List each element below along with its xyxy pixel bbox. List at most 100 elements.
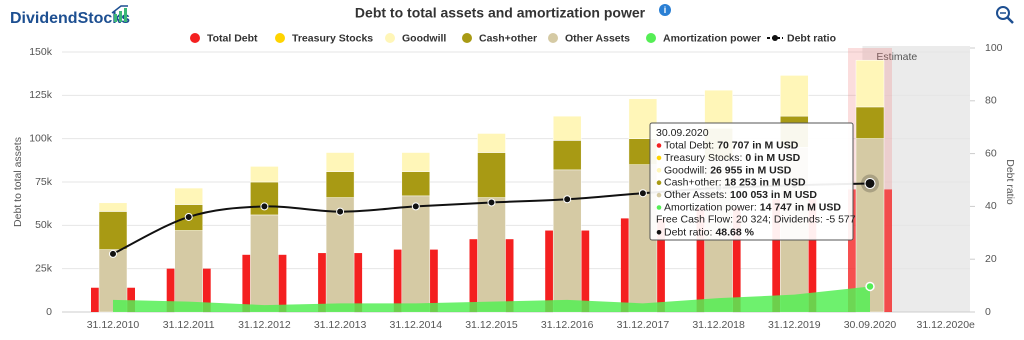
y2-tick-label: 60 [985, 147, 997, 159]
y2-tick-label: 20 [985, 253, 997, 265]
tooltip-value: 18 253 in M USD [725, 176, 807, 188]
asset-segment [174, 187, 203, 205]
legend-marker [275, 33, 285, 43]
x-tick-label: 31.12.2020e [916, 319, 975, 331]
tooltip-label: Goodwill: [664, 164, 707, 176]
debt-ratio-marker [563, 195, 572, 204]
tooltip-line: Total Debt: 70 707 in M USD [664, 139, 799, 151]
tooltip-line: Debt ratio: 48.68 % [664, 226, 755, 238]
tooltip-bullet [656, 192, 662, 198]
tooltip-label: Amortization power: [664, 201, 757, 213]
debt-ratio-marker [184, 212, 193, 221]
tooltip-line: Amortization power: 14 747 in M USD [664, 201, 841, 213]
legend-marker [462, 33, 472, 43]
estimate-label: Estimate [876, 51, 917, 63]
legend-label[interactable]: Cash+other [479, 32, 537, 44]
legend-marker [548, 33, 558, 43]
x-tick-label: 31.12.2010 [87, 319, 140, 331]
tooltip-value: 70 707 in M USD [717, 139, 799, 151]
tooltip-value: 100 053 in M USD [730, 189, 817, 201]
debt-ratio-marker [336, 207, 345, 216]
asset-segment [401, 171, 431, 197]
x-tick-label: 30.09.2020 [844, 319, 897, 331]
asset-segment [325, 152, 355, 172]
tooltip-label: Cash+other: [664, 176, 722, 188]
x-tick-label: 31.12.2014 [390, 319, 443, 331]
amortization-marker [865, 281, 875, 292]
tooltip-title: 30.09.2020 [656, 127, 709, 139]
tooltip-line: Other Assets: 100 053 in M USD [664, 189, 817, 201]
asset-segment [477, 133, 506, 153]
tooltip-bullet [656, 205, 662, 210]
tooltip-bullet [656, 155, 662, 161]
x-tick-label: 31.12.2016 [541, 319, 594, 331]
tooltip-value: 26 955 in M USD [710, 164, 792, 176]
y2-tick-label: 80 [985, 95, 997, 107]
y2-tick-label: 0 [985, 306, 991, 318]
x-tick-label: 31.12.2013 [314, 319, 367, 331]
y-axis-title: Debt to total assets [12, 137, 24, 227]
y-tick-label: 125k [29, 89, 53, 101]
asset-segment [401, 152, 431, 172]
y2-axis-title: Debt ratio [1004, 159, 1016, 205]
asset-segment [780, 75, 809, 117]
legend-marker [646, 33, 656, 43]
y2-tick-label: 100 [985, 42, 1003, 54]
legend-label[interactable]: Treasury Stocks [292, 32, 373, 44]
legend-label[interactable]: Goodwill [402, 32, 446, 44]
debt-ratio-marker [638, 189, 647, 198]
y-tick-label: 75k [35, 176, 53, 188]
tooltip-label: Total Debt: [664, 139, 714, 151]
asset-segment [174, 230, 203, 313]
tooltip-bullet [656, 230, 662, 235]
asset-segment [98, 202, 128, 212]
asset-segment [325, 171, 355, 198]
svg-text:i: i [664, 5, 667, 15]
x-tick-label: 31.12.2012 [238, 319, 291, 331]
tooltip-label: Other Assets: [664, 189, 727, 201]
debt-ratio-marker [487, 198, 496, 207]
legend-marker [772, 35, 778, 41]
x-tick-label: 31.12.2011 [163, 319, 215, 331]
asset-segment [855, 106, 885, 139]
legend-marker [190, 33, 200, 43]
y-tick-label: 0 [46, 306, 52, 318]
x-tick-label: 31.12.2017 [617, 319, 670, 331]
x-tick-label: 31.12.2018 [692, 319, 745, 331]
logo-icon [111, 5, 128, 22]
asset-segment [325, 197, 355, 313]
y-tick-label: 50k [35, 219, 53, 231]
tooltip-bullet [656, 143, 662, 148]
legend-label[interactable]: Other Assets [565, 32, 630, 44]
tooltip-line: Cash+other: 18 253 in M USD [664, 176, 806, 188]
info-icon[interactable]: i [659, 4, 671, 16]
legend-label[interactable]: Total Debt [207, 32, 258, 44]
tooltip-label: Debt ratio: [664, 226, 712, 238]
y2-tick-label: 40 [985, 200, 997, 212]
tooltip-bullet [656, 180, 662, 185]
asset-segment [401, 195, 431, 313]
x-tick-label: 31.12.2015 [465, 319, 518, 331]
chart-title: Debt to total assets and amortization po… [355, 5, 646, 21]
tooltip-line: Goodwill: 26 955 in M USD [664, 164, 792, 176]
tooltip-note: Free Cash Flow: 20 324; Dividends: -5 57… [656, 214, 856, 226]
asset-segment [98, 211, 128, 250]
tooltip-label: Treasury Stocks: [664, 152, 742, 164]
asset-segment [704, 89, 733, 129]
tooltip-bullet [656, 168, 662, 173]
debt-ratio-marker [864, 177, 876, 189]
asset-segment [552, 115, 582, 141]
tooltip-value: 14 747 in M USD [760, 201, 842, 213]
zoom-icon[interactable] [996, 6, 1014, 24]
y-tick-label: 100k [29, 132, 53, 144]
asset-segment [250, 214, 279, 313]
asset-segment [477, 152, 506, 198]
brand-logo[interactable]: DividendStocks [10, 10, 130, 27]
asset-segment [855, 59, 885, 108]
tooltip-value: 48.68 % [715, 226, 754, 238]
asset-segment [552, 140, 582, 171]
legend-label[interactable]: Debt ratio [787, 32, 836, 44]
legend-label[interactable]: Amortization power [663, 32, 761, 44]
